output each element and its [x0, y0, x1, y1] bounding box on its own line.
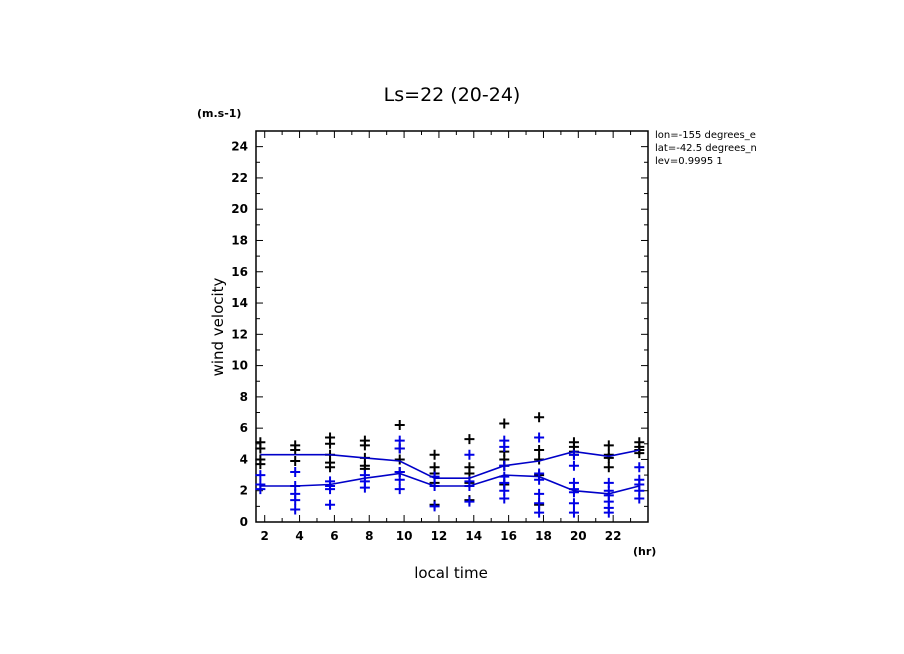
sample-marker-blue	[255, 470, 266, 481]
sample-marker-blue	[634, 493, 645, 504]
sample-marker-blue	[394, 484, 405, 495]
x-tick-label: 10	[396, 529, 413, 543]
sample-marker-blue	[534, 432, 545, 443]
x-axis-label: local time	[414, 564, 488, 582]
x-tick-label: 8	[365, 529, 373, 543]
sample-marker-blue	[634, 462, 645, 473]
x-tick-label: 16	[500, 529, 517, 543]
chart-title: Ls=22 (20-24)	[384, 84, 521, 106]
x-tick-label: 22	[605, 529, 622, 543]
sample-marker-black	[325, 462, 336, 473]
sample-marker-blue	[464, 449, 475, 460]
series-line-2	[260, 472, 640, 495]
y-tick-label: 16	[231, 265, 248, 279]
sample-marker-blue	[603, 507, 614, 518]
annotation-lev: lev=0.9995 1	[655, 156, 723, 167]
sample-marker-black	[255, 443, 266, 454]
x-tick-label: 2	[261, 529, 269, 543]
y-tick-label: 22	[231, 171, 248, 185]
sample-marker-black	[290, 456, 301, 467]
y-tick-label: 12	[231, 327, 248, 341]
sample-marker-blue	[568, 507, 579, 518]
sample-marker-black	[603, 452, 614, 463]
sample-marker-blue	[534, 498, 545, 509]
sample-marker-black	[464, 434, 475, 445]
x-tick-label: 18	[535, 529, 552, 543]
sample-marker-blue	[568, 460, 579, 471]
y-tick-label: 0	[240, 515, 248, 529]
y-tick-label: 2	[240, 484, 248, 498]
sample-marker-blue	[394, 474, 405, 485]
sample-marker-black	[534, 412, 545, 423]
y-tick-label: 6	[240, 421, 248, 435]
sample-marker-blue	[359, 482, 370, 493]
sample-marker-black	[290, 445, 301, 456]
sample-marker-black	[325, 438, 336, 449]
y-unit-label: (m.s-1)	[197, 107, 241, 120]
sample-marker-black	[603, 462, 614, 473]
sample-marker-black	[394, 420, 405, 431]
x-tick-label: 12	[431, 529, 448, 543]
y-tick-label: 8	[240, 390, 248, 404]
sample-marker-blue	[290, 504, 301, 515]
x-tick-label: 4	[295, 529, 303, 543]
y-tick-label: 4	[240, 452, 248, 466]
sample-marker-black	[255, 459, 266, 470]
annotation-lat: lat=-42.5 degrees_n	[655, 143, 757, 154]
sample-marker-black	[603, 440, 614, 451]
sample-marker-blue	[429, 501, 440, 512]
y-tick-label: 20	[231, 202, 248, 216]
sample-marker-blue	[255, 484, 266, 495]
sample-marker-blue	[464, 496, 475, 507]
y-axis-label: wind velocity	[209, 277, 227, 376]
sample-marker-blue	[534, 507, 545, 518]
sample-marker-black	[359, 440, 370, 451]
sample-marker-blue	[290, 495, 301, 506]
sample-marker-black	[634, 448, 645, 459]
sample-marker-blue	[325, 484, 336, 495]
sample-marker-blue	[568, 498, 579, 509]
y-tick-label: 10	[231, 359, 248, 373]
sample-marker-blue	[499, 493, 510, 504]
series-line-1	[260, 449, 640, 479]
sample-marker-blue	[499, 441, 510, 452]
sample-marker-black	[499, 418, 510, 429]
sample-marker-blue	[325, 499, 336, 510]
x-unit-label: (hr)	[633, 545, 656, 558]
sample-marker-blue	[534, 488, 545, 499]
plot-frame	[255, 130, 649, 523]
sample-marker-black	[429, 449, 440, 460]
sample-marker-blue	[568, 487, 579, 498]
x-tick-label: 14	[465, 529, 482, 543]
sample-marker-black	[394, 454, 405, 465]
x-tick-label: 6	[330, 529, 338, 543]
y-tick-label: 18	[231, 233, 248, 247]
annotation-lon: lon=-155 degrees_e	[655, 130, 756, 141]
sample-marker-blue	[290, 466, 301, 477]
sample-marker-blue	[394, 443, 405, 454]
y-tick-label: 24	[231, 140, 248, 154]
x-tick-label: 20	[570, 529, 587, 543]
y-tick-label: 14	[231, 296, 248, 310]
sample-marker-black	[534, 445, 545, 456]
